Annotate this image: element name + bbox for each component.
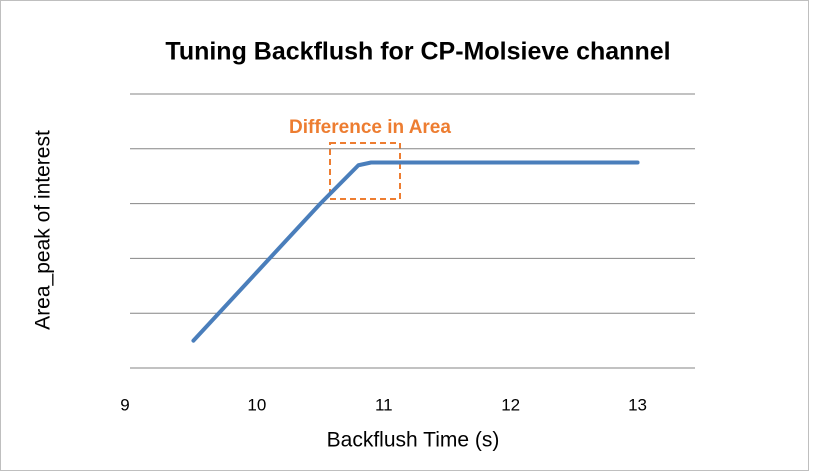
x-tick-label: 9: [120, 395, 129, 414]
line-series: [191, 160, 640, 343]
x-axis-label: Backflush Time (s): [327, 429, 500, 452]
chart-title: Tuning Backflush for CP-Molsieve channel: [165, 38, 670, 66]
x-tick-label: 12: [501, 395, 520, 414]
x-tick-label: 11: [375, 395, 393, 414]
x-tick-label: 10: [247, 395, 266, 414]
annotation-box: [329, 142, 401, 200]
y-axis-label: Area_peak of interest: [32, 130, 55, 330]
annotation: Difference in Area: [289, 117, 451, 138]
x-tick-label: 13: [628, 395, 647, 414]
